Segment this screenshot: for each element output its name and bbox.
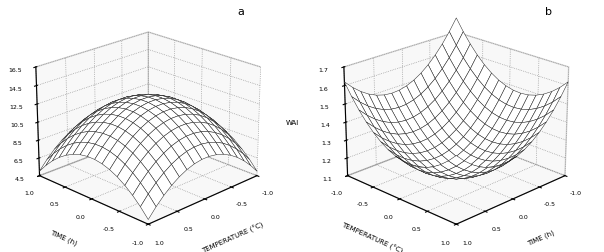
- Y-axis label: TIME (h): TIME (h): [49, 229, 78, 246]
- Y-axis label: TEMPERATURE (°C): TEMPERATURE (°C): [340, 220, 403, 252]
- X-axis label: TEMPERATURE (°C): TEMPERATURE (°C): [201, 220, 265, 252]
- X-axis label: TIME (h): TIME (h): [527, 229, 556, 246]
- Text: b: b: [545, 7, 552, 17]
- Text: a: a: [237, 7, 244, 17]
